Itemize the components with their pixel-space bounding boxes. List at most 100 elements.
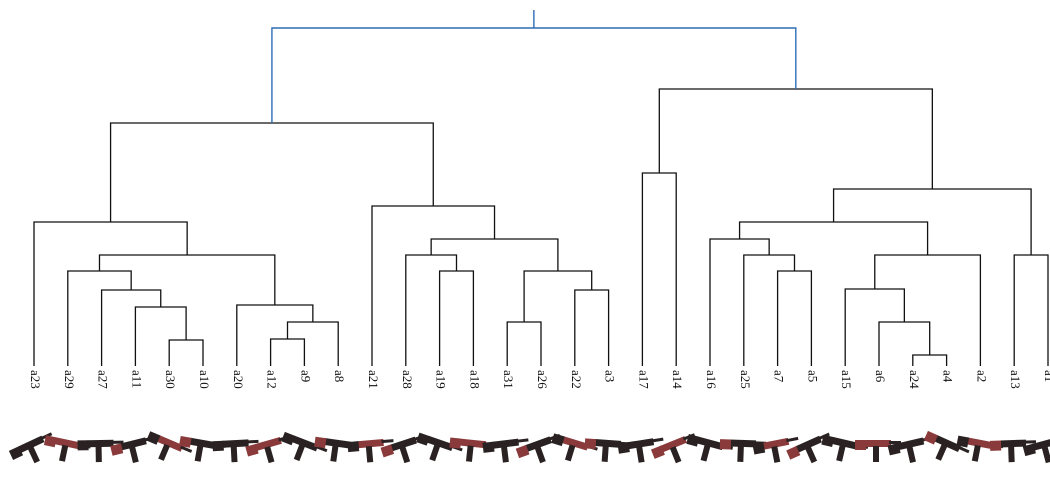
link <box>111 123 434 222</box>
leaf-label: a7 <box>772 370 787 383</box>
link <box>642 173 676 366</box>
link <box>237 305 313 366</box>
gun-stock <box>821 435 834 447</box>
gun-stock <box>146 431 160 445</box>
gun-grip <box>701 445 711 462</box>
leaf-label: a31 <box>501 370 516 389</box>
link <box>879 322 930 366</box>
link <box>575 290 609 366</box>
link <box>845 289 904 366</box>
gun-body <box>697 437 724 450</box>
gun-grip <box>129 446 139 463</box>
gun-body <box>157 435 184 452</box>
leaf-image <box>41 435 91 466</box>
leaf-label: a19 <box>434 370 449 389</box>
gun-stock <box>720 439 731 449</box>
leaf-label: a5 <box>805 370 820 382</box>
leaf-label: a16 <box>704 370 719 389</box>
leaf-label: a25 <box>738 370 753 389</box>
link <box>659 89 932 189</box>
leaf-label: a13 <box>1008 370 1023 389</box>
leaf-label: a4 <box>941 370 956 383</box>
gun-grip <box>771 446 780 463</box>
link <box>68 271 131 366</box>
gun-grip <box>602 446 609 462</box>
gun-body <box>427 436 454 451</box>
gun-stock <box>482 442 494 453</box>
gun-stock <box>212 441 224 452</box>
leaf-label: a8 <box>332 370 347 382</box>
gun-grip <box>907 446 916 463</box>
link <box>440 271 474 366</box>
gun-body <box>292 436 319 452</box>
gun-grip <box>294 444 305 461</box>
gun-body <box>865 440 891 447</box>
link <box>372 206 495 366</box>
gun-grip <box>429 444 440 461</box>
gun-grip <box>636 446 644 463</box>
gun-grip <box>158 444 170 461</box>
leaf-label: a3 <box>603 370 618 382</box>
gun-stock <box>585 438 597 449</box>
gun-grip <box>670 446 682 463</box>
gun-grip <box>1008 446 1015 462</box>
gun-grip <box>231 446 238 462</box>
link <box>524 271 592 322</box>
leaf-label: a30 <box>163 370 178 389</box>
link <box>34 222 187 366</box>
link <box>1014 255 1048 366</box>
leaf-label: a11 <box>129 370 144 388</box>
root-link <box>272 28 796 123</box>
leaf-label: a10 <box>197 370 212 389</box>
leaf-label: a20 <box>231 370 246 389</box>
leaf-label: a21 <box>366 370 381 389</box>
leaf-label: a15 <box>839 370 854 389</box>
gun-grip <box>366 446 373 462</box>
leaf-image <box>1023 435 1050 468</box>
leaf-label: a28 <box>400 370 415 389</box>
gun-stock <box>617 442 629 454</box>
gun-stock <box>956 436 969 448</box>
gun-grip <box>873 446 879 462</box>
gun-stock <box>551 433 564 446</box>
link <box>875 255 981 366</box>
gun-grip <box>28 446 40 463</box>
gun-barrel <box>786 437 798 442</box>
dendrogram: a23a29a27a11a30a10a20a12a9a8a21a28a19a18… <box>0 0 1050 500</box>
gun-body <box>562 436 589 450</box>
link <box>288 322 339 366</box>
gun-body <box>934 435 961 452</box>
link <box>778 271 812 366</box>
leaf-label: a14 <box>670 370 685 389</box>
leaf-label: a1 <box>1042 370 1050 382</box>
link <box>507 322 541 366</box>
leaf-label: a17 <box>636 370 651 389</box>
gun-grip <box>264 446 274 463</box>
link <box>710 239 769 366</box>
leaf-image <box>412 433 463 469</box>
link <box>913 355 947 366</box>
gun-grip <box>565 444 575 461</box>
leaf-label: a27 <box>96 370 111 389</box>
link <box>102 290 161 366</box>
gun-stock <box>44 435 57 447</box>
gun-stock <box>179 436 192 448</box>
leaf-image <box>683 434 733 467</box>
gun-grip <box>466 445 474 462</box>
link <box>271 339 305 366</box>
leaf-label: a22 <box>569 370 584 389</box>
leaf-label: a18 <box>467 370 482 389</box>
gun-barrel <box>957 446 969 454</box>
leaf-label: a24 <box>907 370 922 389</box>
gun-stock <box>347 441 359 452</box>
gun-grip <box>59 445 68 462</box>
gun-stock <box>314 437 326 448</box>
gun-barrel <box>246 440 258 444</box>
gun-grip <box>935 444 947 461</box>
leaf-label: a12 <box>265 370 280 389</box>
gun-grip <box>501 446 509 463</box>
gun-grip <box>737 446 744 462</box>
gun-grip <box>836 445 845 462</box>
gun-stock <box>416 433 430 446</box>
leaf-label: a6 <box>873 370 888 383</box>
